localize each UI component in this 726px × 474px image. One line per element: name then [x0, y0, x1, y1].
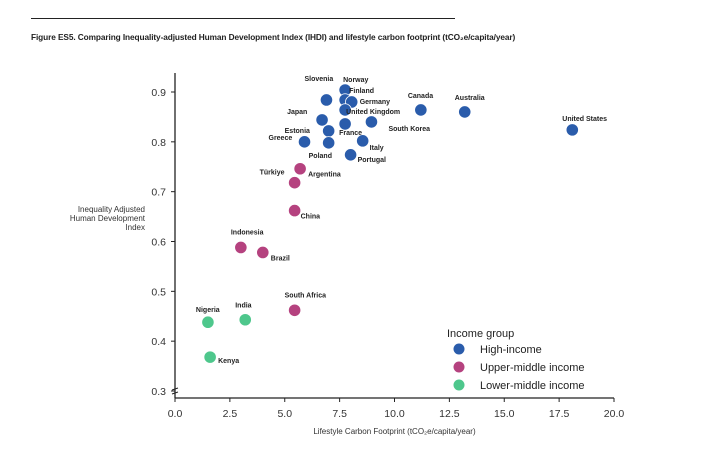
top-rule	[31, 18, 455, 19]
legend-label-high-income: High-income	[480, 344, 542, 356]
point-canada	[414, 103, 428, 117]
point-argentina	[293, 162, 307, 176]
point-label-indonesia: Indonesia	[231, 229, 264, 236]
point-label-poland: Poland	[309, 153, 332, 160]
point-label-turkiye: Türkiye	[260, 170, 285, 177]
point-portugal	[343, 148, 358, 162]
point-brazil	[256, 245, 270, 260]
point-label-australia: Australia	[455, 95, 485, 102]
point-south-africa	[288, 303, 302, 317]
x-tick-label: 2.5	[223, 408, 238, 420]
point-label-estonia: Estonia	[285, 128, 310, 135]
point-poland	[322, 136, 336, 150]
x-tick-label: 5.0	[277, 408, 292, 420]
point-nigeria	[201, 315, 215, 329]
point-france	[338, 117, 352, 131]
point-italy	[356, 134, 370, 148]
point-label-france: France	[339, 130, 362, 137]
point-label-italy: Italy	[370, 145, 384, 152]
point-label-finland: Finland	[349, 88, 374, 95]
point-south-korea	[364, 115, 379, 129]
axis-break-mark	[171, 387, 179, 391]
y-tick-label: 0.6	[151, 237, 166, 249]
point-indonesia	[234, 240, 248, 255]
point-japan	[315, 113, 329, 127]
point-label-japan: Japan	[287, 109, 307, 116]
x-tick-label: 7.5	[332, 408, 347, 420]
legend-label-lower-middle-income: Lower-middle income	[480, 380, 585, 392]
point-united-kingdom	[338, 103, 352, 117]
x-tick-label: 12.5	[439, 408, 460, 420]
point-united-states	[565, 123, 579, 137]
point-label-china: China	[301, 214, 321, 221]
point-label-kenya: Kenya	[218, 358, 239, 365]
y-axis-label: Inequality Adjusted	[78, 205, 145, 214]
point-label-south-africa: South Africa	[285, 292, 326, 299]
point-label-nigeria: Nigeria	[196, 307, 220, 314]
point-label-united-kingdom: United Kingdom	[346, 109, 400, 116]
legend-label-upper-middle-income: Upper-middle income	[480, 362, 585, 374]
axis-break-mark	[171, 391, 179, 395]
point-label-south-korea: South Korea	[388, 126, 430, 133]
point-estonia	[322, 124, 336, 138]
point-turkiye	[288, 176, 302, 190]
point-label-canada: Canada	[408, 93, 433, 100]
point-label-slovenia: Slovenia	[304, 76, 333, 83]
x-tick-label: 10.0	[384, 408, 405, 420]
point-kenya	[203, 350, 217, 364]
y-axis-label: Index	[125, 223, 145, 232]
x-tick-label: 17.5	[549, 408, 570, 420]
point-label-portugal: Portugal	[358, 157, 386, 164]
point-australia	[458, 105, 472, 119]
legend-marker-upper-middle-income	[453, 361, 465, 373]
y-tick-label: 0.3	[151, 386, 166, 398]
point-china	[288, 204, 302, 218]
y-tick-label: 0.8	[151, 137, 166, 149]
point-greece	[297, 135, 312, 149]
legend-title: Income group	[447, 328, 514, 340]
x-tick-label: 0.0	[168, 408, 183, 420]
y-tick-label: 0.7	[151, 187, 166, 199]
legend-marker-lower-middle-income	[453, 379, 465, 391]
x-tick-label: 20.0	[604, 408, 625, 420]
x-tick-label: 15.0	[494, 408, 515, 420]
point-label-brazil: Brazil	[271, 255, 290, 262]
x-axis-label: Lifestyle Carbon Footprint (tCO₂e/capita…	[313, 427, 476, 436]
point-label-argentina: Argentina	[308, 172, 341, 179]
y-tick-label: 0.9	[151, 87, 166, 99]
point-label-norway: Norway	[343, 77, 368, 84]
point-india	[238, 313, 252, 327]
point-label-greece: Greece	[269, 135, 293, 142]
point-slovenia	[319, 93, 334, 107]
point-label-india: India	[235, 303, 251, 310]
y-tick-label: 0.5	[151, 286, 166, 298]
figure-caption: Figure ES5. Comparing Inequality-adjuste…	[31, 32, 516, 42]
point-label-germany: Germany	[360, 99, 390, 106]
y-tick-label: 0.4	[151, 336, 166, 348]
legend-marker-high-income	[453, 343, 465, 355]
point-label-united-states: United States	[562, 116, 607, 123]
y-axis-label: Human Development	[70, 214, 146, 223]
